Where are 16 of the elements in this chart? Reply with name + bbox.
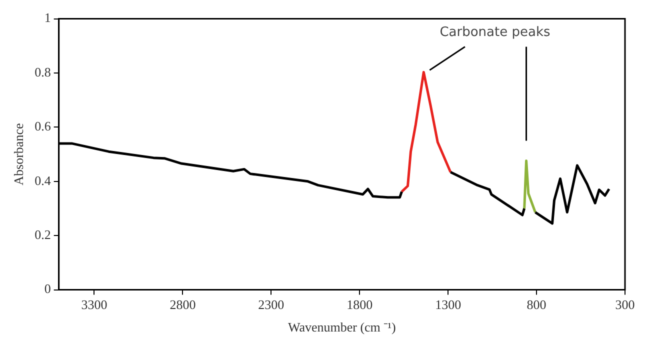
y-axis-title: Absorbance (11, 123, 26, 186)
x-tick-label: 2300 (258, 297, 284, 312)
y-tick-label: 0.4 (34, 172, 52, 188)
x-tick-label: 3300 (81, 297, 108, 312)
y-tick-label: 0.8 (34, 64, 51, 80)
y-tick-label: 1 (44, 10, 51, 26)
y-tick-label: 0.2 (34, 227, 51, 242)
x-tick-label: 2800 (170, 297, 196, 312)
y-tick-label: 0 (44, 281, 51, 296)
x-tick-label: 1300 (435, 297, 462, 312)
x-tick-label: 800 (526, 297, 546, 312)
x-tick-label: 300 (615, 297, 635, 312)
y-tick-label: 0.6 (34, 118, 52, 134)
x-tick-label: 1800 (346, 297, 373, 312)
x-axis-title: Wavenumber (cm ⁻¹) (288, 320, 396, 335)
annotation: Carbonate peaks (440, 25, 550, 40)
